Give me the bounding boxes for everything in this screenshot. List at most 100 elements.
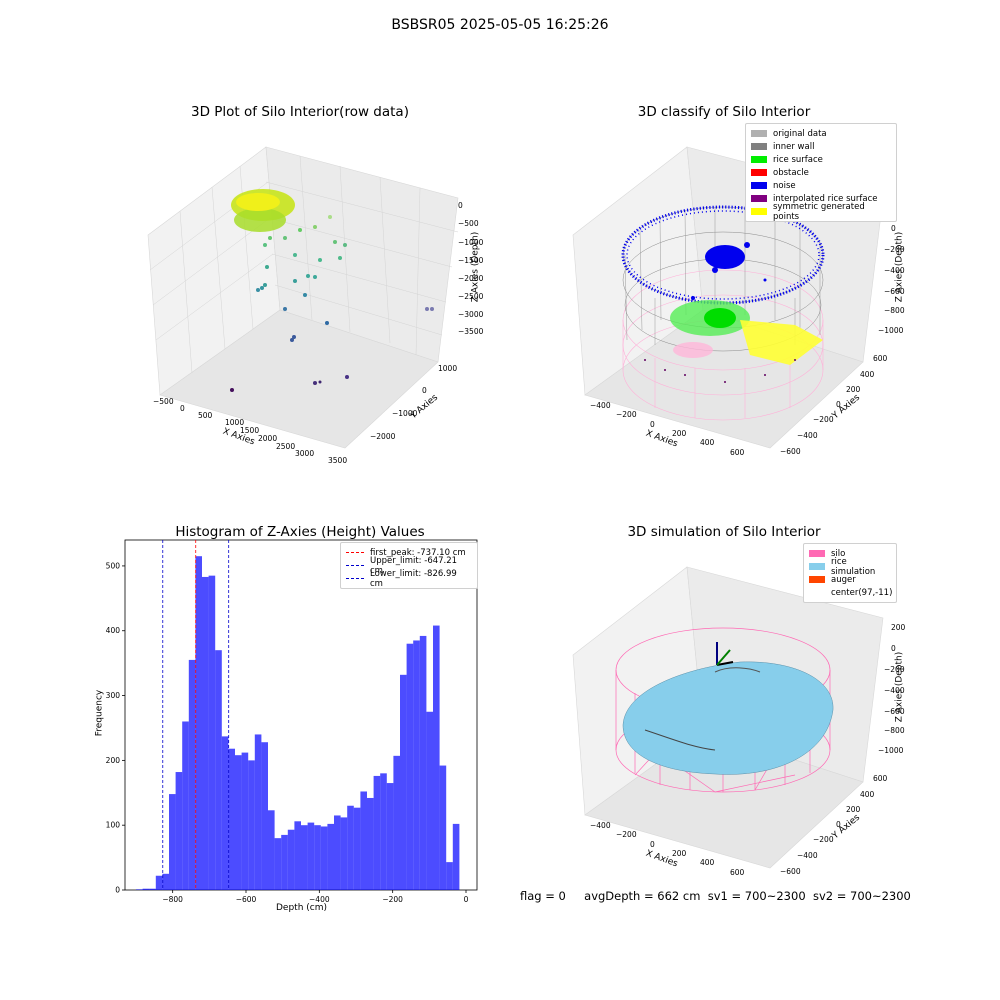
hist-bar xyxy=(261,742,268,890)
hist-bar xyxy=(268,810,275,890)
raw-xtick-2: 500 xyxy=(198,411,213,420)
hist-bar xyxy=(281,834,288,890)
raw-ytick-2: −1000 xyxy=(392,409,418,418)
sim-ztick-0: 200 xyxy=(891,623,906,632)
hist-bar xyxy=(149,888,156,890)
sim-ztick-5: −800 xyxy=(884,726,905,735)
classify-ytick-2: 200 xyxy=(846,385,861,394)
hist-bar xyxy=(208,575,216,890)
legend-item: center(97,-11) xyxy=(809,586,892,599)
hist-bar xyxy=(274,838,282,890)
classify-ztick-1: −200 xyxy=(884,245,905,254)
classify-panel-title: 3D classify of Silo Interior xyxy=(637,104,811,120)
hist-title: Histogram of Z-Axies (Height) Values xyxy=(175,524,425,540)
hist-bar xyxy=(215,650,222,890)
classify-3d-plot xyxy=(572,146,884,449)
classify-ytick-6: −600 xyxy=(780,447,801,456)
raw-3d-plot xyxy=(147,146,459,449)
hist-bar xyxy=(287,829,295,890)
sim-ytick-1: 400 xyxy=(860,790,875,799)
sv2-text: sv2 = 700~2300 xyxy=(812,889,911,903)
hist-bar xyxy=(307,822,315,890)
classify-xtick-0: −400 xyxy=(590,401,611,410)
sim-ytick-3: 0 xyxy=(836,820,841,829)
raw-ytick-0: 1000 xyxy=(438,364,458,373)
sim-legend: silo rice simulation auger center(97,-11… xyxy=(803,543,897,603)
sim-xtick-4: 400 xyxy=(700,858,715,867)
legend-item: Lower_limit: -826.99 cm xyxy=(346,569,472,589)
sim-ztick-3: −400 xyxy=(884,686,905,695)
raw-xtick-5: 2000 xyxy=(258,434,278,443)
histogram-chart: −800 −600 −400 −200 0 0 100 200 300 400 500 xyxy=(106,539,478,904)
classify-xtick-1: −200 xyxy=(616,410,637,419)
hist-bar xyxy=(380,773,387,890)
hist-bar xyxy=(400,674,407,890)
classify-zlabel: Z Axies (Depth) xyxy=(894,231,905,303)
hist-bar xyxy=(155,875,163,890)
hist-bar xyxy=(360,791,367,890)
hist-xtick-label: −600 xyxy=(236,895,257,904)
status-line: flag = 0 avgDepth = 662 cm sv1 = 700~230… xyxy=(520,889,911,903)
sim-xtick-1: −200 xyxy=(616,830,637,839)
legend-item: obstacle xyxy=(751,166,891,179)
hist-bar xyxy=(235,755,242,890)
hist-xtick-label: −400 xyxy=(309,895,330,904)
flag-text: flag = 0 xyxy=(520,889,566,903)
sim-xtick-5: 600 xyxy=(730,868,745,877)
classify-ytick-3: 0 xyxy=(836,400,841,409)
hist-bar xyxy=(419,635,427,890)
legend-item: noise xyxy=(751,179,891,192)
sim-panel-title: 3D simulation of Silo Interior xyxy=(627,524,821,540)
hist-bar xyxy=(347,805,354,890)
legend-item: interpolated rice surface xyxy=(751,192,891,205)
sim-ytick-0: 600 xyxy=(873,774,888,783)
raw-zlabel: Z Axies (Depth) xyxy=(470,231,481,303)
classify-ytick-4: −200 xyxy=(813,415,834,424)
sim-ztick-6: −1000 xyxy=(878,746,904,755)
classify-ytick-1: 400 xyxy=(860,370,875,379)
legend-item: Upper_limit: -647.21 cm xyxy=(346,556,472,576)
hist-bar xyxy=(188,659,196,890)
hist-xtick-label: −200 xyxy=(382,895,403,904)
classify-legend: original data inner wall rice surface ob… xyxy=(745,123,897,222)
sim-ztick-2: −200 xyxy=(884,665,905,674)
sim-xtick-3: 200 xyxy=(672,849,687,858)
hist-ytick-label: 500 xyxy=(106,561,121,570)
legend-item: original data xyxy=(751,127,891,140)
raw-xtick-0: −500 xyxy=(153,397,174,406)
hist-bar xyxy=(367,797,374,890)
raw-ytick-3: −2000 xyxy=(370,432,396,441)
hist-ytick-label: 100 xyxy=(106,821,121,830)
classify-ztick-0: 0 xyxy=(891,224,896,233)
legend-item: rice surface xyxy=(751,153,891,166)
avg-depth-text: avgDepth = 662 cm xyxy=(584,889,701,903)
hist-bar xyxy=(142,888,150,890)
hist-bar xyxy=(301,825,308,890)
hist-ytick-label: 200 xyxy=(106,756,121,765)
hist-ytick-label: 0 xyxy=(115,886,120,895)
classify-ztick-3: −600 xyxy=(884,287,905,296)
raw-ztick-3: −1500 xyxy=(458,256,484,265)
hist-bar xyxy=(195,556,202,890)
raw-xtick-7: 3000 xyxy=(295,449,315,458)
raw-ztick-6: −3000 xyxy=(458,310,484,319)
raw-ztick-5: −2500 xyxy=(458,292,484,301)
raw-points xyxy=(230,189,434,392)
raw-xtick-3: 1000 xyxy=(225,418,245,427)
hist-bar xyxy=(182,721,189,890)
classify-ytick-5: −400 xyxy=(797,431,818,440)
hist-bar xyxy=(334,815,341,890)
legend-item: auger xyxy=(809,573,891,586)
legend-item: rice simulation xyxy=(809,557,891,577)
raw-panel-title: 3D Plot of Silo Interior(row data) xyxy=(191,104,409,120)
figure-title: BSBSR05 2025-05-05 16:25:26 xyxy=(391,17,609,33)
hist-bar xyxy=(426,711,433,890)
classify-xtick-5: 600 xyxy=(730,448,745,457)
hist-ylabel: Frequency xyxy=(94,689,105,737)
hist-bar xyxy=(248,760,255,890)
raw-xtick-1: 0 xyxy=(180,404,185,413)
hist-legend: first_peak: -737.10 cm Upper_limit: -647… xyxy=(340,542,478,589)
raw-xtick-4: 1500 xyxy=(240,426,260,435)
hist-bar xyxy=(340,817,348,890)
legend-item: symmetric generated points xyxy=(751,202,891,222)
